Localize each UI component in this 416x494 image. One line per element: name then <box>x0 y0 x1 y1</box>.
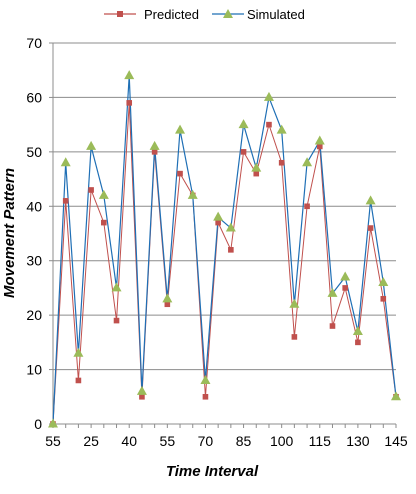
series-line-simulated <box>52 75 397 425</box>
x-tick-label: 130 <box>346 433 370 449</box>
x-tick-label: 40 <box>121 433 137 449</box>
data-point <box>162 293 173 303</box>
y-tick-label: 60 <box>26 89 42 105</box>
data-point <box>367 225 374 231</box>
y-tick-label: 30 <box>26 253 42 269</box>
data-point <box>139 393 145 400</box>
series-layer <box>48 70 401 428</box>
x-axis-title: Time Interval <box>166 463 259 480</box>
data-point <box>111 282 122 292</box>
data-point <box>124 70 135 80</box>
y-tick-labels: 0 10 20 30 40 50 60 70 <box>26 35 42 432</box>
series-predicted <box>52 102 397 425</box>
x-tick-label: 145 <box>384 433 408 449</box>
axes <box>49 42 397 428</box>
data-point <box>101 219 107 226</box>
x-tick-label: 25 <box>83 433 99 449</box>
series-markers-predicted <box>50 100 399 427</box>
legend-predicted-marker <box>117 11 123 17</box>
x-tick-label: 85 <box>236 433 252 449</box>
data-point <box>289 298 300 308</box>
data-point <box>327 287 338 297</box>
data-point <box>48 418 58 428</box>
data-point <box>175 124 186 134</box>
data-point <box>329 323 336 329</box>
data-point <box>202 393 209 400</box>
x-tick-labels: 55 25 40 55 70 85 100 115 130 145 <box>45 433 408 449</box>
x-tick-label: 100 <box>270 433 294 449</box>
data-point <box>302 157 313 167</box>
legend: Predicted Simulated <box>104 7 305 22</box>
data-point <box>316 143 323 150</box>
data-point <box>149 140 160 150</box>
data-point <box>228 247 234 253</box>
data-point <box>113 317 120 324</box>
data-point <box>213 211 224 221</box>
data-point <box>240 149 247 155</box>
y-tick-label: 20 <box>26 307 42 323</box>
data-point <box>391 391 401 401</box>
data-point <box>291 334 298 340</box>
data-point <box>86 140 97 150</box>
data-point <box>340 271 351 281</box>
data-point <box>378 276 389 286</box>
legend-simulated-label: Simulated <box>247 7 305 22</box>
series-simulated <box>52 75 397 425</box>
gridlines <box>53 42 396 371</box>
y-tick-label: 0 <box>34 416 42 432</box>
y-tick-label: 50 <box>26 144 42 160</box>
data-point <box>177 170 183 177</box>
data-point <box>380 296 387 302</box>
data-point <box>200 374 211 384</box>
data-point <box>253 170 260 177</box>
y-axis-title: Movement Pattern <box>1 168 18 298</box>
data-point <box>314 135 325 145</box>
data-point <box>342 285 348 291</box>
data-point <box>75 377 82 384</box>
legend-predicted-label: Predicted <box>144 7 199 22</box>
data-point <box>278 159 285 166</box>
data-point <box>164 301 171 308</box>
legend-simulated-marker <box>223 9 233 18</box>
data-point <box>126 100 133 106</box>
data-point <box>215 219 221 226</box>
data-point <box>73 347 84 357</box>
data-point <box>263 91 274 101</box>
series-markers-simulated <box>48 70 401 428</box>
x-tick-label: 55 <box>45 433 61 449</box>
data-point <box>98 189 109 199</box>
x-tick-label: 115 <box>309 433 332 449</box>
data-point <box>60 157 71 167</box>
data-point <box>88 187 94 193</box>
data-point <box>151 149 158 155</box>
data-point <box>238 119 249 129</box>
series-line-predicted <box>52 102 397 425</box>
y-tick-label: 10 <box>26 362 42 378</box>
data-point <box>304 203 310 210</box>
y-tick-label: 40 <box>26 198 42 214</box>
data-point <box>355 339 361 346</box>
y-tick-label: 70 <box>26 35 42 51</box>
data-point <box>251 162 262 172</box>
data-point <box>365 195 376 205</box>
data-point <box>62 198 69 204</box>
data-point <box>136 385 147 395</box>
data-point <box>187 189 198 199</box>
data-point <box>352 325 363 335</box>
data-point <box>276 124 287 134</box>
data-point <box>266 121 272 128</box>
x-tick-label: 55 <box>160 433 176 449</box>
data-point <box>225 222 236 232</box>
x-tick-label: 70 <box>198 433 214 449</box>
